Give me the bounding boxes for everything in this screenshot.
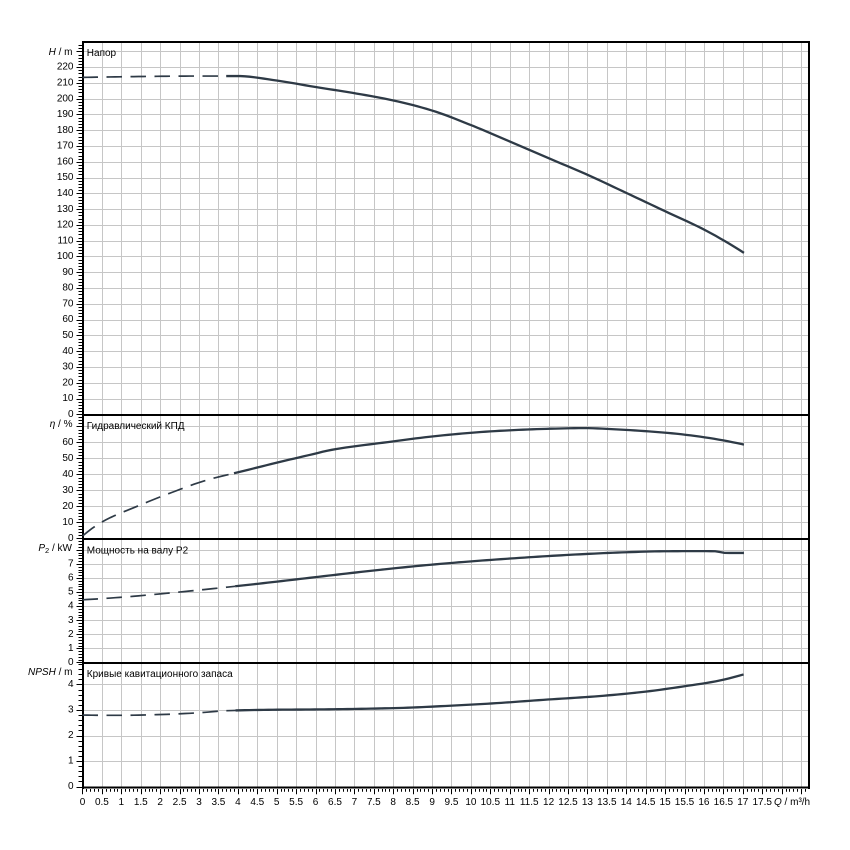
svg-text:17.5: 17.5	[752, 797, 772, 808]
svg-text:10: 10	[465, 797, 477, 808]
svg-text:Гидравлический КПД: Гидравлический КПД	[87, 421, 185, 432]
svg-text:0: 0	[68, 657, 74, 668]
svg-text:P2 / kW: P2 / kW	[38, 543, 72, 555]
svg-text:8: 8	[390, 797, 396, 808]
svg-text:160: 160	[57, 156, 74, 167]
svg-text:0.5: 0.5	[95, 797, 109, 808]
svg-text:H / m: H / m	[49, 47, 73, 58]
svg-text:4.5: 4.5	[250, 797, 264, 808]
svg-text:90: 90	[62, 267, 74, 278]
svg-text:12: 12	[543, 797, 555, 808]
svg-text:40: 40	[62, 469, 74, 480]
svg-text:120: 120	[57, 220, 74, 231]
svg-text:3: 3	[196, 797, 202, 808]
svg-text:60: 60	[62, 437, 74, 448]
svg-text:150: 150	[57, 172, 74, 183]
svg-text:2: 2	[157, 797, 163, 808]
svg-text:190: 190	[57, 109, 74, 120]
svg-text:3: 3	[68, 615, 74, 626]
svg-text:1: 1	[68, 756, 74, 767]
svg-text:60: 60	[62, 314, 74, 325]
svg-text:11.5: 11.5	[520, 797, 539, 808]
svg-text:η / %: η / %	[50, 419, 73, 430]
svg-text:4: 4	[68, 601, 74, 612]
svg-text:11: 11	[505, 797, 516, 808]
svg-text:5: 5	[68, 587, 74, 598]
svg-text:0: 0	[68, 533, 74, 544]
svg-text:13: 13	[582, 797, 594, 808]
svg-text:Напор: Напор	[87, 48, 117, 59]
svg-text:2.5: 2.5	[173, 797, 187, 808]
svg-text:9.5: 9.5	[445, 797, 459, 808]
svg-text:130: 130	[57, 204, 74, 215]
svg-text:220: 220	[57, 62, 74, 73]
svg-text:170: 170	[57, 141, 74, 152]
svg-text:40: 40	[62, 346, 74, 357]
svg-text:17: 17	[737, 797, 749, 808]
svg-text:1.5: 1.5	[134, 797, 148, 808]
svg-text:6: 6	[68, 573, 74, 584]
svg-text:5: 5	[274, 797, 280, 808]
svg-text:110: 110	[58, 235, 74, 246]
svg-text:0: 0	[68, 409, 74, 420]
svg-text:16: 16	[698, 797, 710, 808]
svg-text:16.5: 16.5	[714, 797, 734, 808]
svg-text:2: 2	[68, 730, 74, 741]
svg-text:10: 10	[62, 517, 74, 528]
svg-text:30: 30	[62, 485, 74, 496]
svg-text:2: 2	[68, 629, 74, 640]
svg-text:70: 70	[62, 298, 74, 309]
svg-text:15: 15	[660, 797, 672, 808]
svg-text:210: 210	[57, 78, 74, 89]
svg-text:10: 10	[62, 393, 74, 404]
svg-text:7: 7	[68, 559, 74, 570]
svg-text:Q / m³/h: Q / m³/h	[774, 797, 810, 808]
svg-text:7.5: 7.5	[367, 797, 381, 808]
svg-text:200: 200	[57, 93, 74, 104]
svg-text:7: 7	[352, 797, 358, 808]
svg-text:14: 14	[621, 797, 633, 808]
svg-text:30: 30	[62, 362, 74, 373]
svg-text:100: 100	[57, 251, 74, 262]
svg-text:80: 80	[62, 283, 74, 294]
svg-text:5.5: 5.5	[289, 797, 303, 808]
svg-text:9: 9	[429, 797, 435, 808]
svg-text:3: 3	[68, 705, 74, 716]
svg-text:10.5: 10.5	[481, 797, 501, 808]
svg-text:3.5: 3.5	[211, 797, 225, 808]
svg-text:20: 20	[62, 377, 74, 388]
svg-text:1: 1	[68, 643, 74, 654]
svg-text:0: 0	[68, 781, 74, 792]
svg-text:4: 4	[235, 797, 241, 808]
svg-text:13.5: 13.5	[597, 797, 617, 808]
svg-text:Мощность на валу P2: Мощность на валу P2	[87, 546, 189, 557]
svg-text:6.5: 6.5	[328, 797, 342, 808]
svg-text:8.5: 8.5	[406, 797, 420, 808]
svg-text:50: 50	[62, 330, 74, 341]
svg-text:6: 6	[313, 797, 319, 808]
svg-text:20: 20	[62, 501, 74, 512]
svg-text:15.5: 15.5	[675, 797, 695, 808]
svg-text:4: 4	[68, 679, 74, 690]
svg-text:NPSH / m: NPSH / m	[28, 667, 72, 678]
svg-text:1: 1	[119, 797, 125, 808]
svg-text:0: 0	[80, 797, 86, 808]
svg-text:Кривые кавитационного запаса: Кривые кавитационного запаса	[87, 669, 233, 680]
svg-text:180: 180	[57, 125, 74, 136]
svg-text:14.5: 14.5	[636, 797, 656, 808]
svg-text:50: 50	[62, 453, 74, 464]
svg-text:12.5: 12.5	[558, 797, 578, 808]
svg-text:140: 140	[57, 188, 74, 199]
